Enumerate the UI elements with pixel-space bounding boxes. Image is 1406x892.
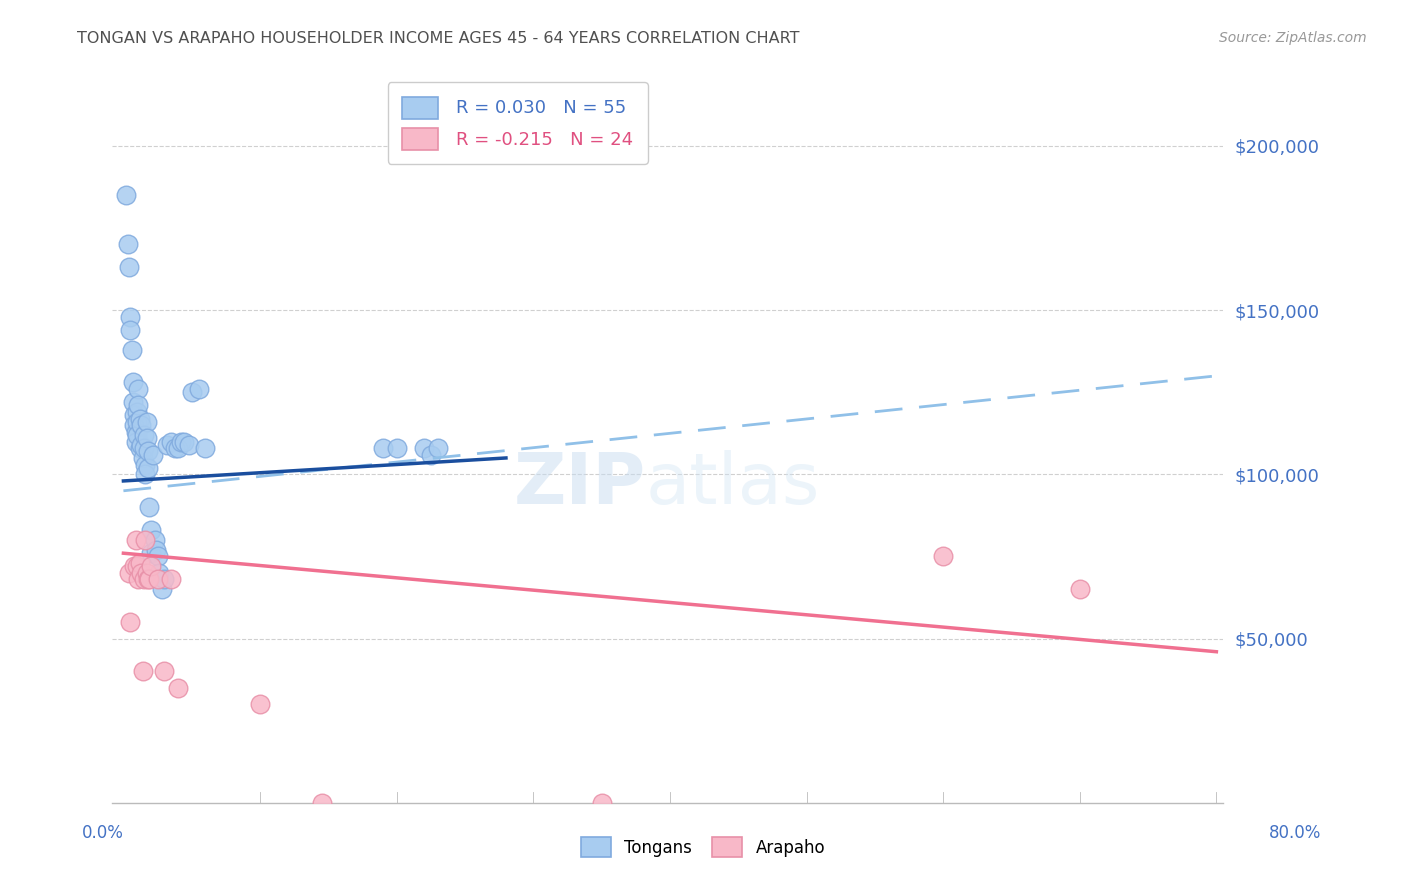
- Text: Source: ZipAtlas.com: Source: ZipAtlas.com: [1219, 31, 1367, 45]
- Point: [122, 376, 145, 390]
- Point: [165, 441, 187, 455]
- Point: [132, 428, 155, 442]
- Point: [125, 425, 148, 439]
- Point: [139, 523, 162, 537]
- Point: [142, 448, 165, 462]
- Point: [371, 441, 394, 455]
- Point: [194, 441, 217, 455]
- Point: [138, 573, 160, 587]
- Point: [170, 434, 193, 449]
- Point: [167, 681, 190, 695]
- Point: [120, 323, 142, 337]
- Point: [131, 450, 153, 465]
- Point: [117, 237, 139, 252]
- Point: [180, 385, 202, 400]
- Point: [419, 448, 441, 462]
- Point: [591, 796, 613, 810]
- Point: [132, 441, 155, 455]
- Point: [125, 415, 148, 429]
- Point: [153, 573, 176, 587]
- Text: ZIP: ZIP: [513, 450, 645, 519]
- Point: [132, 573, 155, 587]
- Point: [173, 434, 195, 449]
- Legend: Tongans, Arapaho: Tongans, Arapaho: [574, 830, 832, 864]
- Point: [115, 188, 138, 202]
- Point: [145, 542, 167, 557]
- Point: [131, 665, 153, 679]
- Point: [129, 566, 152, 580]
- Point: [153, 665, 176, 679]
- Point: [426, 441, 449, 455]
- Point: [125, 533, 148, 547]
- Text: TONGAN VS ARAPAHO HOUSEHOLDER INCOME AGES 45 - 64 YEARS CORRELATION CHART: TONGAN VS ARAPAHO HOUSEHOLDER INCOME AGE…: [77, 31, 800, 46]
- Point: [120, 310, 142, 324]
- Text: 80.0%: 80.0%: [1270, 824, 1322, 842]
- Text: atlas: atlas: [645, 450, 820, 519]
- Text: 0.0%: 0.0%: [82, 824, 124, 842]
- Point: [128, 411, 150, 425]
- Point: [122, 395, 145, 409]
- Point: [249, 698, 271, 712]
- Point: [129, 438, 152, 452]
- Point: [150, 582, 173, 597]
- Point: [148, 566, 170, 580]
- Point: [385, 441, 408, 455]
- Point: [127, 398, 149, 412]
- Point: [127, 382, 149, 396]
- Point: [311, 796, 333, 810]
- Point: [177, 438, 200, 452]
- Point: [139, 559, 162, 574]
- Point: [125, 434, 148, 449]
- Point: [160, 434, 183, 449]
- Point: [127, 573, 149, 587]
- Point: [156, 438, 179, 452]
- Point: [134, 458, 156, 472]
- Point: [128, 441, 150, 455]
- Point: [1069, 582, 1091, 597]
- Point: [121, 343, 143, 357]
- Point: [136, 460, 159, 475]
- Point: [136, 444, 159, 458]
- Point: [143, 533, 166, 547]
- Point: [118, 260, 141, 275]
- Point: [932, 549, 955, 564]
- Point: [413, 441, 436, 455]
- Point: [138, 500, 160, 515]
- Point: [139, 546, 162, 560]
- Point: [135, 415, 157, 429]
- Point: [125, 405, 148, 419]
- Point: [128, 556, 150, 570]
- Point: [187, 382, 209, 396]
- Point: [125, 428, 148, 442]
- Point: [146, 549, 169, 564]
- Point: [129, 418, 152, 433]
- Point: [135, 431, 157, 445]
- Legend: R = 0.030   N = 55, R = -0.215   N = 24: R = 0.030 N = 55, R = -0.215 N = 24: [388, 82, 648, 164]
- Point: [124, 409, 146, 423]
- Point: [124, 559, 146, 574]
- Point: [134, 467, 156, 482]
- Point: [136, 573, 159, 587]
- Point: [125, 559, 148, 574]
- Point: [146, 573, 169, 587]
- Point: [160, 573, 183, 587]
- Point: [167, 441, 190, 455]
- Point: [120, 615, 142, 630]
- Point: [124, 418, 146, 433]
- Point: [134, 533, 156, 547]
- Point: [135, 566, 157, 580]
- Point: [118, 566, 141, 580]
